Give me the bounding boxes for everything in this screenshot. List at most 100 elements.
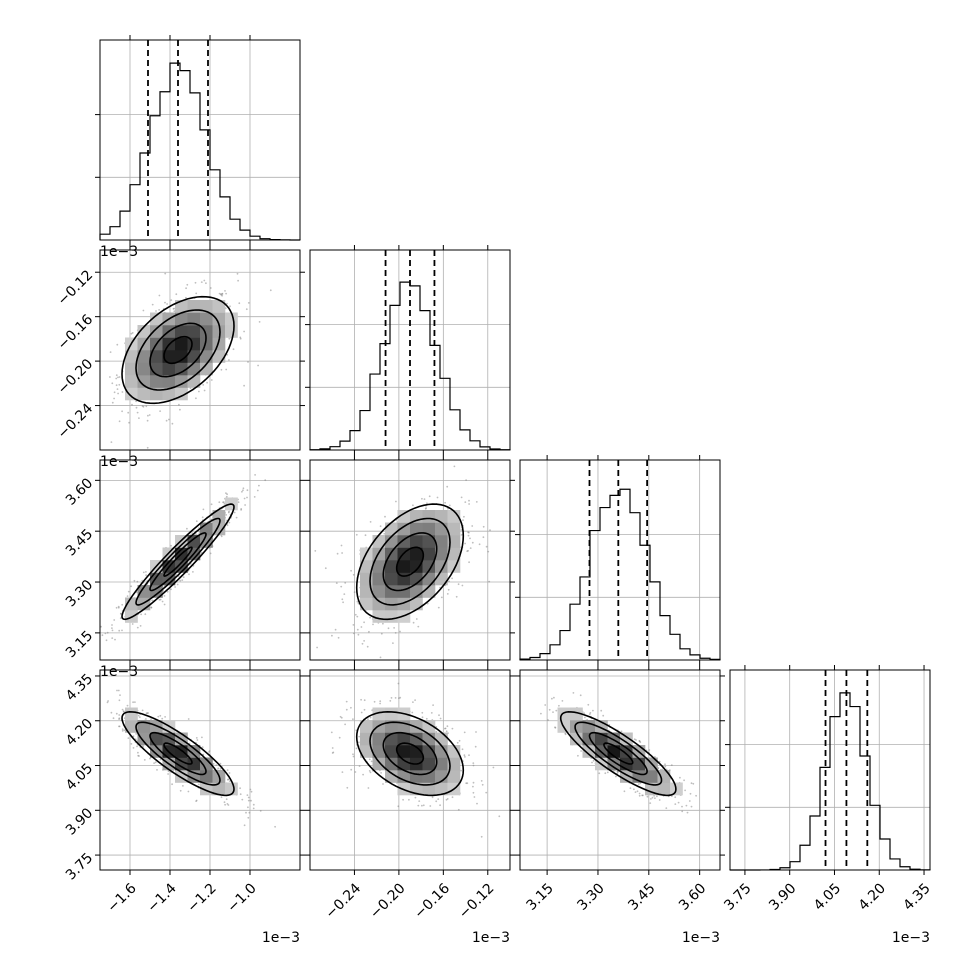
sample-point — [242, 487, 245, 490]
sample-point — [158, 294, 161, 297]
sample-point — [218, 292, 221, 295]
sample-point — [252, 803, 255, 806]
sample-point — [155, 310, 157, 312]
y-tick-label: −0.12 — [55, 267, 97, 309]
contour-level — [369, 517, 451, 606]
sample-point — [471, 525, 474, 527]
density-cell — [187, 312, 201, 326]
sample-point — [379, 702, 381, 705]
sample-point — [158, 598, 161, 601]
sample-point — [623, 790, 626, 793]
sample-point — [339, 715, 342, 718]
sample-point — [185, 296, 187, 299]
sample-point — [114, 638, 116, 641]
sample-point — [171, 783, 174, 786]
density-cell — [435, 732, 448, 746]
sample-point — [457, 583, 460, 586]
sample-point — [119, 617, 122, 619]
sample-point — [166, 590, 169, 593]
sample-point — [150, 718, 152, 721]
sample-point — [463, 754, 466, 757]
density-cell — [422, 572, 436, 586]
density-cell — [125, 350, 138, 363]
sample-point — [237, 501, 240, 504]
sample-point — [431, 796, 434, 799]
sample-point — [133, 579, 136, 582]
sample-point — [358, 741, 360, 744]
panel-frame — [309, 459, 511, 661]
sample-point — [369, 716, 372, 719]
sample-point — [379, 525, 382, 528]
x-tick-label: 4.35 — [900, 880, 933, 913]
sample-point — [170, 299, 173, 301]
sample-point — [258, 321, 261, 323]
sample-point — [139, 625, 142, 627]
sample-point — [446, 485, 449, 488]
contour-level — [121, 710, 235, 797]
density-cell — [397, 585, 411, 598]
sample-point — [331, 634, 333, 637]
sample-point — [444, 501, 446, 504]
sample-point — [686, 811, 689, 814]
contour-level — [355, 503, 465, 621]
sample-point — [136, 626, 139, 629]
density-cell — [620, 732, 633, 746]
sample-point — [366, 645, 369, 648]
sample-point — [398, 697, 400, 700]
sample-point — [173, 310, 176, 313]
sample-point — [421, 716, 424, 719]
sample-point — [210, 379, 213, 381]
density-cell — [137, 375, 151, 388]
sample-point — [446, 725, 449, 728]
y-offset-label: 1e−3 — [100, 244, 138, 260]
contour-level — [574, 721, 663, 786]
sample-point — [584, 716, 586, 719]
sample-point — [247, 302, 250, 304]
sample-point — [208, 751, 210, 753]
sample-point — [679, 776, 681, 779]
density-cell — [385, 745, 398, 758]
sample-point — [425, 507, 427, 509]
sample-point — [264, 479, 267, 482]
sample-point — [480, 835, 483, 838]
sample-point — [689, 792, 692, 795]
sample-point — [115, 384, 118, 387]
sample-point — [472, 781, 475, 784]
sample-point — [195, 520, 198, 523]
sample-point — [336, 552, 339, 555]
sample-point — [468, 503, 470, 505]
sample-point — [131, 623, 134, 625]
sample-point — [429, 805, 432, 807]
sample-point — [646, 795, 649, 798]
sample-point — [206, 381, 209, 384]
density-cell — [422, 510, 436, 523]
density-cell — [447, 510, 461, 523]
sample-point — [126, 704, 129, 707]
sample-point — [171, 422, 174, 425]
sample-point — [656, 795, 658, 798]
sample-point — [226, 769, 229, 771]
sample-point — [314, 550, 317, 552]
sample-point — [121, 410, 123, 413]
sample-point — [163, 595, 166, 597]
sample-point — [121, 391, 124, 393]
sample-point — [360, 698, 362, 701]
contour-level — [163, 742, 193, 765]
sample-point — [544, 704, 547, 706]
sample-point — [195, 397, 197, 400]
sample-point — [182, 576, 185, 579]
density-cell — [137, 350, 151, 363]
sample-point — [247, 806, 249, 809]
sample-point — [113, 619, 116, 621]
sample-point — [472, 762, 475, 764]
sample-point — [109, 351, 112, 353]
sample-point — [629, 787, 632, 789]
contour-level — [559, 710, 677, 797]
density-cell — [372, 610, 386, 623]
sample-point — [355, 533, 358, 536]
density-cell — [385, 560, 398, 573]
sample-point — [615, 775, 617, 778]
sample-point — [425, 717, 428, 720]
y-offset-label: 1e−3 — [100, 454, 138, 470]
sample-point — [435, 800, 438, 803]
